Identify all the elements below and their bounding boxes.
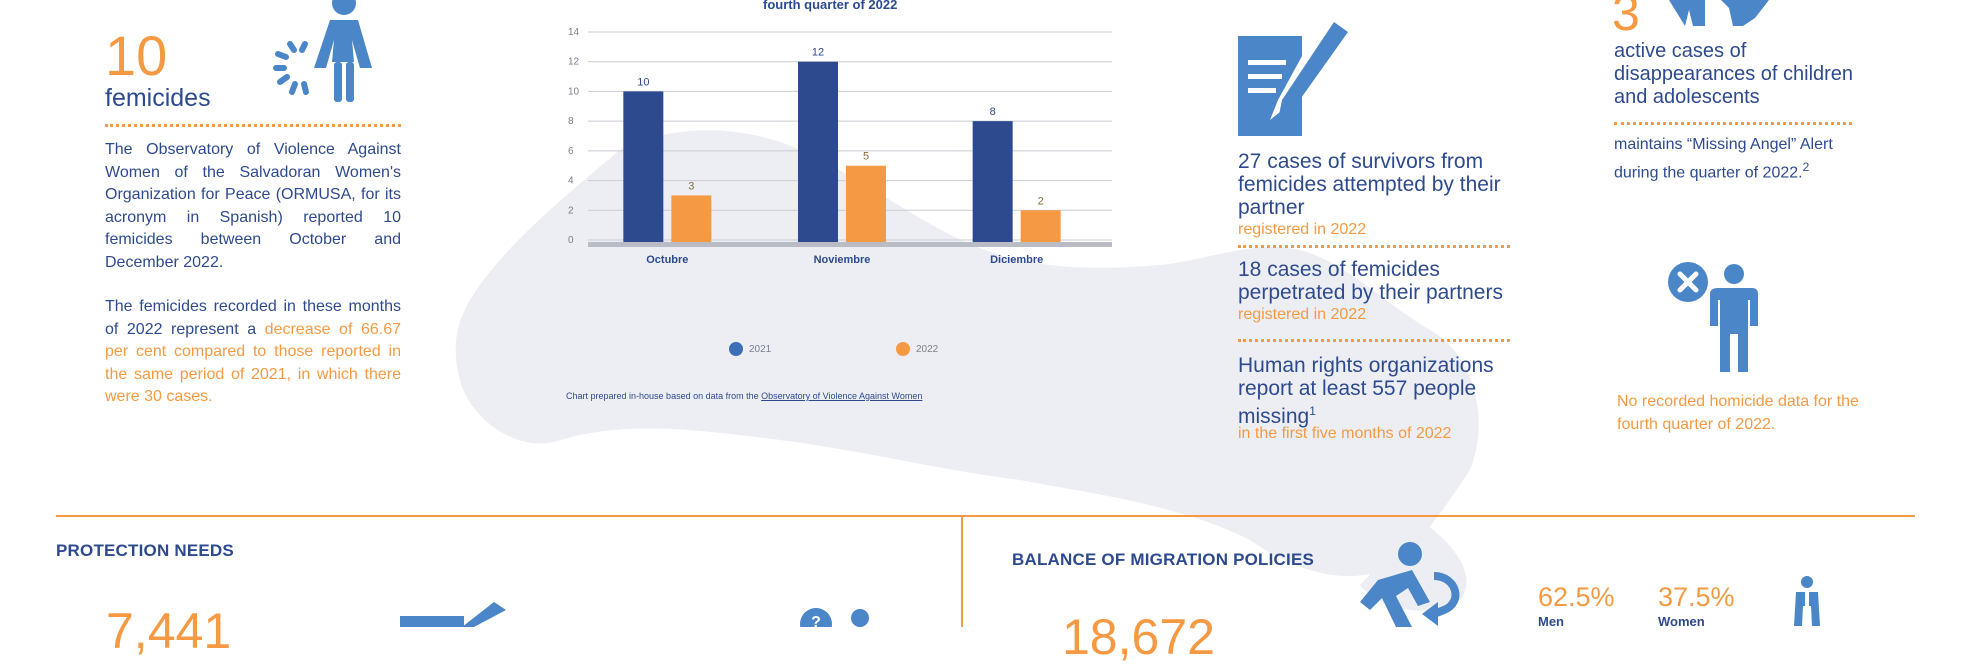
chart-legend-label: 2022 xyxy=(916,344,939,355)
chart-title: fourth quarter of 2022 xyxy=(763,0,898,12)
paragraph-2-highlight: decrease of 66.67 per cent compared to t… xyxy=(105,320,401,406)
chart-source-link[interactable]: Observatory of Violence Against Women xyxy=(761,391,923,401)
chart-source-note: Chart prepared in-house based on data fr… xyxy=(566,391,922,401)
migration-policies-title: BALANCE OF MIGRATION POLICIES xyxy=(1012,550,1315,569)
chart-y-tick-label: 2 xyxy=(568,205,574,216)
missing-angel-alert: maintains “Missing Angel” Alert during t… xyxy=(1614,134,1874,184)
disappearances-title: active cases of disappearances of childr… xyxy=(1614,40,1854,108)
chart-bar-2022 xyxy=(671,195,712,242)
chart-baseline xyxy=(588,242,1112,247)
protection-needs-title: PROTECTION NEEDS xyxy=(56,541,234,560)
case-2-divider xyxy=(1238,339,1510,342)
chart-bar-2022 xyxy=(1020,210,1061,242)
protection-number: 7,441 xyxy=(106,603,232,659)
chart-x-tick-label: Octubre xyxy=(646,254,688,266)
children-icon xyxy=(1669,0,1769,26)
femicides-label: femicides xyxy=(105,84,211,112)
document-check-icon xyxy=(400,602,506,627)
chart-data-label: 5 xyxy=(863,151,869,163)
person-x-icon xyxy=(1668,262,1758,372)
chart-legend-marker-2022 xyxy=(896,342,910,356)
chart-source-prefix: Chart prepared in-house based on data fr… xyxy=(566,391,762,401)
femicides-paragraph-1: The Observatory of Violence Against Wome… xyxy=(105,141,401,271)
chart-bar-2021 xyxy=(972,121,1013,242)
section-divider-horizontal xyxy=(56,515,1915,517)
chart-data-label: 10 xyxy=(637,76,649,88)
chart-y-tick-label: 14 xyxy=(568,27,580,38)
chart-x-tick-label: Diciembre xyxy=(990,254,1043,266)
paragraph-2-start: The femicides recorded in these months o… xyxy=(105,298,401,338)
chart-data-label: 3 xyxy=(688,180,694,192)
chart-y-tick-label: 10 xyxy=(568,86,580,97)
case-1-divider xyxy=(1238,245,1510,248)
chart-y-tick-label: 12 xyxy=(568,57,580,68)
man-woman-icon xyxy=(1794,576,1820,626)
women-label: Women xyxy=(1658,614,1705,629)
disappearances-number: 3 xyxy=(1612,0,1640,41)
chart-data-label: 8 xyxy=(990,106,996,118)
chart-bar-2021 xyxy=(623,91,664,242)
case-1-title: 27 cases of survivors from femicides att… xyxy=(1238,150,1501,219)
woman-icon xyxy=(273,0,372,102)
migration-number: 18,672 xyxy=(1062,609,1215,665)
chart-x-tick-label: Noviembre xyxy=(814,254,871,266)
chart-y-tick-label: 0 xyxy=(568,235,574,246)
svg-text:?: ? xyxy=(811,614,821,627)
men-percentage: 62.5% xyxy=(1538,582,1615,612)
chart-legend-label: 2021 xyxy=(749,344,772,355)
chart-data-label: 12 xyxy=(812,47,824,59)
chart-y-tick-label: 4 xyxy=(568,176,574,187)
case-3-title: Human rights organizations report at lea… xyxy=(1238,354,1528,428)
homicide-note: No recorded homicide data for the fourth… xyxy=(1617,393,1859,433)
alert-footnote: 2 xyxy=(1802,160,1810,174)
chart-y-tick-label: 8 xyxy=(568,116,574,127)
men-label: Men xyxy=(1538,614,1564,629)
case-3-sub: in the first five months of 2022 xyxy=(1238,425,1452,442)
chart-bar-2022 xyxy=(846,165,886,242)
femicides-bar-chart: 0 2 4 6 8 10 12 14 10 3 Octubre 12 5 Noviembre 8 2 Dicie… xyxy=(568,27,1112,356)
case-3-footnote: 1 xyxy=(1309,404,1316,418)
women-percentage: 37.5% xyxy=(1658,582,1735,612)
chart-data-label: 2 xyxy=(1038,195,1044,207)
disappearances-divider xyxy=(1614,122,1852,125)
alert-text: maintains “Missing Angel” Alert during t… xyxy=(1614,136,1833,182)
case-2-sub: registered in 2022 xyxy=(1238,306,1367,323)
document-pen-icon xyxy=(1238,22,1348,136)
chart-bar-2021 xyxy=(798,61,838,242)
chart-y-tick-label: 6 xyxy=(568,146,574,157)
case-3-text: Human rights organizations report at lea… xyxy=(1238,354,1494,428)
help-person-icon: ? xyxy=(800,608,869,627)
case-1-sub: registered in 2022 xyxy=(1238,221,1367,238)
chart-legend-marker-2021 xyxy=(729,342,743,356)
femicides-paragraph-2: The femicides recorded in these months o… xyxy=(105,296,401,409)
femicides-divider xyxy=(105,124,401,127)
femicides-number: 10 xyxy=(105,24,168,87)
case-2-title: 18 cases of femicides perpetrated by the… xyxy=(1238,258,1503,304)
section-divider-vertical xyxy=(961,516,963,627)
running-person-icon xyxy=(1360,542,1460,627)
